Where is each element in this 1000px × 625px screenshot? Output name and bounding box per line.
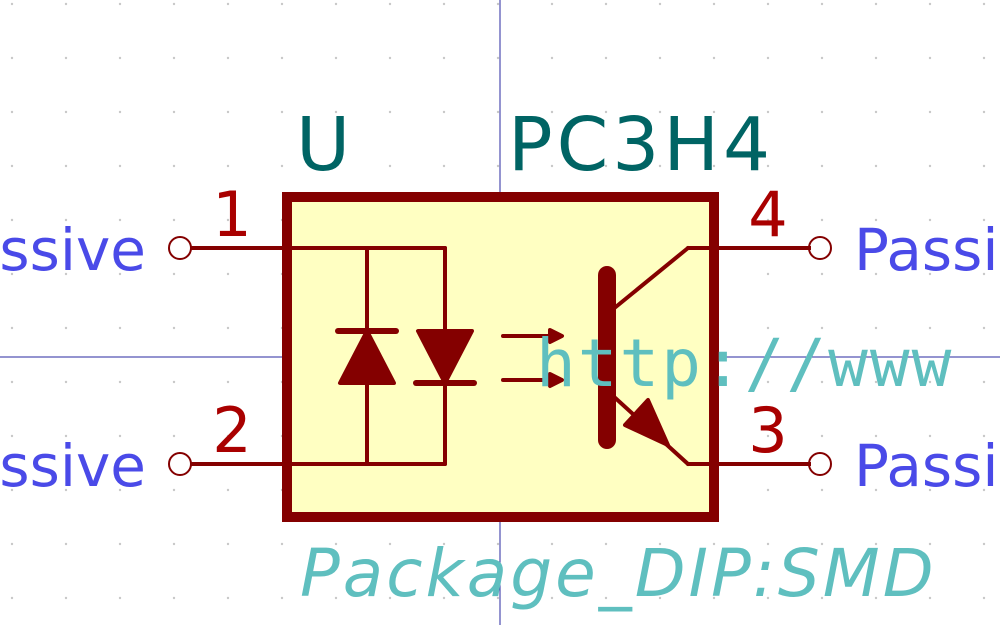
- footprint-field[interactable]: Package_DIP:SMD: [300, 535, 937, 612]
- pin-3-end[interactable]: [808, 452, 832, 476]
- pin-4-number: 4: [748, 178, 787, 251]
- pin-2-end[interactable]: [168, 452, 192, 476]
- pin-2-number: 2: [212, 394, 251, 467]
- pin-1-number: 1: [212, 178, 251, 251]
- pin-ends[interactable]: [168, 236, 832, 476]
- pin-1-end[interactable]: [168, 236, 192, 260]
- optocoupler-internals: [285, 246, 716, 466]
- pin-3-number: 3: [748, 394, 787, 467]
- pin-4-end[interactable]: [808, 236, 832, 260]
- pin-1-type: Passive: [0, 216, 146, 284]
- pin-2-type: Passive: [0, 432, 146, 500]
- pin-lines: [191, 246, 811, 466]
- pin-3-type: Passive: [854, 432, 1000, 500]
- datasheet-url-field[interactable]: http://www: [536, 325, 953, 402]
- pin-4-type: Passive: [854, 216, 1000, 284]
- reference-field[interactable]: U: [296, 102, 350, 188]
- value-field[interactable]: PC3H4: [508, 102, 774, 188]
